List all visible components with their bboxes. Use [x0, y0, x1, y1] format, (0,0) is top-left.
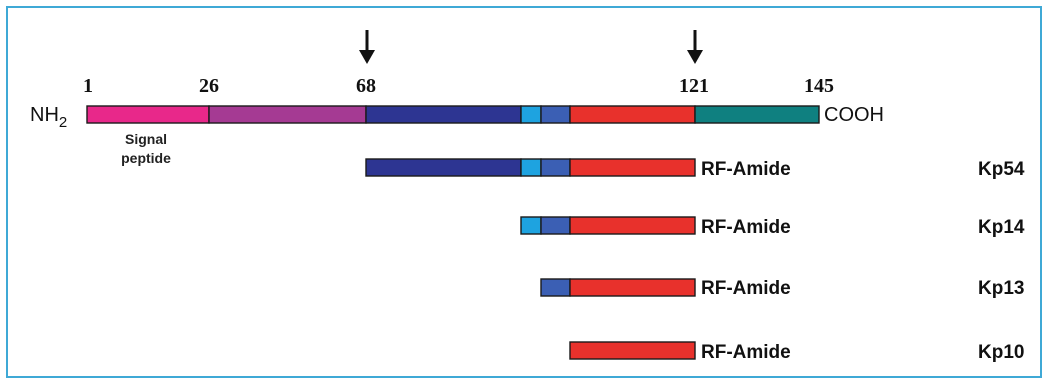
peptide-row-kp10: RF-Amide Kp10: [569, 341, 1024, 363]
kp14-rf-amide: RF-Amide: [701, 217, 791, 238]
peptide-row-kp54: RF-Amide Kp54: [365, 158, 1025, 180]
position-68: 68: [356, 75, 376, 97]
peptide-row-kp14: RF-Amide Kp14: [520, 216, 1025, 238]
segment-navy: [365, 105, 522, 124]
segment-cyan: [520, 105, 542, 124]
c-terminus-label: COOH: [824, 104, 884, 126]
position-121: 121: [679, 75, 709, 97]
segment-26-68: [208, 105, 367, 124]
kp14-red-segment: [569, 216, 696, 235]
position-145: 145: [804, 75, 834, 97]
kp54-navy-segment: [365, 158, 522, 177]
precursor-bar: [86, 105, 820, 124]
kp14-cyan-segment: [520, 216, 542, 235]
segment-121-145: [694, 105, 820, 124]
kp13-red-segment: [569, 278, 696, 297]
position-1: 1: [83, 75, 93, 97]
diagram-frame: [6, 6, 1042, 378]
kp10-rf-amide: RF-Amide: [701, 342, 791, 363]
kp54-cyan-segment: [520, 158, 542, 177]
kp13-rf-amide: RF-Amide: [701, 278, 791, 299]
kp54-red-segment: [569, 158, 696, 177]
signal-label-line2: peptide: [121, 150, 171, 166]
kp54-label: Kp54: [978, 159, 1025, 180]
kp10-label: Kp10: [978, 342, 1024, 363]
cleavage-arrow-68: [359, 30, 375, 64]
kp54-blue-segment: [540, 158, 571, 177]
peptide-row-kp13: RF-Amide Kp13: [540, 278, 1024, 299]
n-terminus-label: NH2: [30, 104, 67, 131]
segment-kp10-red: [569, 105, 696, 124]
nh-subscript: 2: [59, 114, 67, 131]
kp14-blue-segment: [540, 216, 571, 235]
position-26: 26: [199, 75, 219, 97]
cleavage-arrow-121: [687, 30, 703, 64]
segment-blue: [540, 105, 571, 124]
nh-text: NH: [30, 104, 59, 126]
signal-label-line1: Signal: [125, 131, 167, 147]
kp13-blue-segment: [540, 278, 571, 297]
kp13-label: Kp13: [978, 278, 1024, 299]
kp54-rf-amide: RF-Amide: [701, 159, 791, 180]
kp10-red-segment: [569, 341, 696, 360]
kp14-label: Kp14: [978, 217, 1025, 238]
segment-signal-peptide: [86, 105, 210, 124]
